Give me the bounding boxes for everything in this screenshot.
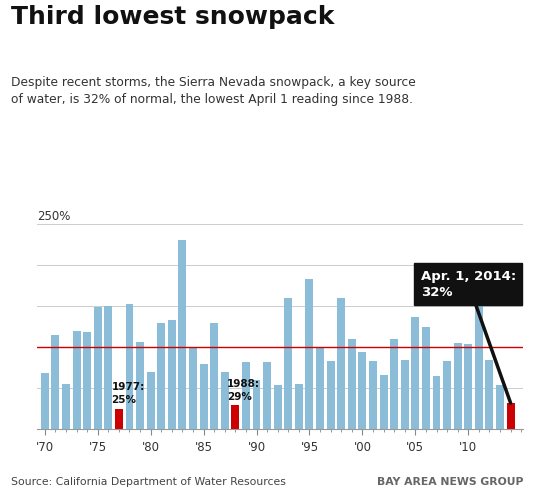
Bar	[369, 362, 377, 429]
Text: BAY AREA NEWS GROUP: BAY AREA NEWS GROUP	[377, 476, 523, 486]
Bar	[94, 307, 101, 429]
Text: Source: California Department of Water Resources: Source: California Department of Water R…	[11, 476, 286, 486]
Bar	[496, 385, 504, 429]
Bar	[221, 372, 229, 429]
Bar	[62, 385, 70, 429]
Bar	[263, 362, 271, 429]
Bar	[327, 362, 335, 429]
Bar	[231, 406, 239, 429]
Bar	[104, 306, 112, 429]
Text: Apr. 1, 2014:
32%: Apr. 1, 2014: 32%	[421, 269, 516, 403]
Text: 1977:
25%: 1977: 25%	[112, 382, 145, 404]
Text: 1988:
29%: 1988: 29%	[227, 378, 260, 401]
Bar	[433, 376, 441, 429]
Bar	[200, 364, 208, 429]
Bar	[390, 339, 398, 429]
Bar	[485, 361, 493, 429]
Bar	[464, 344, 472, 429]
Bar	[295, 385, 303, 429]
Bar	[115, 409, 123, 429]
Bar	[73, 331, 81, 429]
Bar	[380, 375, 388, 429]
Text: Despite recent storms, the Sierra Nevada snowpack, a key source
of water, is 32%: Despite recent storms, the Sierra Nevada…	[11, 76, 415, 106]
Bar	[253, 380, 261, 429]
Bar	[41, 374, 49, 429]
Bar	[454, 344, 462, 429]
Text: Third lowest snowpack: Third lowest snowpack	[11, 5, 334, 29]
Bar	[136, 343, 144, 429]
Bar	[168, 321, 176, 429]
Bar	[125, 304, 134, 429]
Bar	[189, 348, 197, 429]
Bar	[274, 385, 281, 429]
Bar	[210, 323, 218, 429]
Bar	[337, 298, 345, 429]
Bar	[358, 352, 366, 429]
Bar	[411, 317, 419, 429]
Bar	[83, 333, 91, 429]
Bar	[51, 335, 59, 429]
Bar	[284, 298, 292, 429]
Bar	[443, 362, 451, 429]
Bar	[422, 327, 430, 429]
Bar	[158, 324, 165, 429]
Bar	[507, 403, 515, 429]
Bar	[242, 362, 250, 429]
Bar	[348, 339, 356, 429]
Bar	[147, 372, 155, 429]
Text: 250%: 250%	[37, 210, 71, 223]
Bar	[305, 280, 313, 429]
Bar	[178, 241, 186, 429]
Bar	[316, 347, 324, 429]
Bar	[475, 290, 483, 429]
Bar	[401, 361, 409, 429]
